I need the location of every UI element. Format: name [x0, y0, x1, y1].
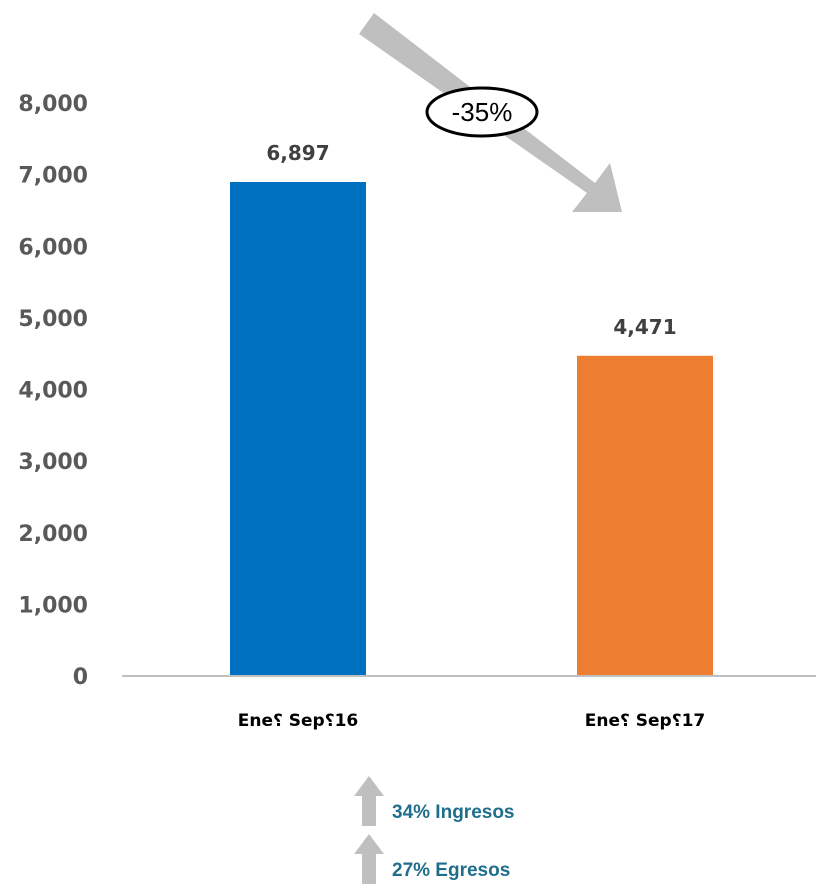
- bar-chart: 0 1,000 2,000 3,000 4,000 5,000 6,000 7,000 8,00…: [18, 13, 816, 731]
- y-tick-label: 0: [73, 665, 88, 690]
- trend-annotation: -35%: [359, 13, 622, 212]
- bars: 6,897 4,471: [230, 141, 713, 676]
- annotation-label: -35%: [452, 97, 513, 127]
- y-tick-label: 4,000: [18, 379, 88, 404]
- note-egresos-text: 27% Egresos: [392, 860, 511, 881]
- notes: 34% Ingresos 27% Egresos: [354, 776, 654, 892]
- note-egresos: 27% Egresos: [354, 834, 654, 892]
- y-tick-label: 6,000: [18, 235, 88, 260]
- up-arrow-icon: [354, 834, 384, 884]
- note-ingresos-text: 34% Ingresos: [392, 802, 515, 823]
- bar: [577, 355, 713, 676]
- note-ingresos: 34% Ingresos: [354, 776, 654, 834]
- y-axis-ticks: 0 1,000 2,000 3,000 4,000 5,000 6,000 7,000 8,00…: [18, 92, 88, 690]
- y-tick-label: 1,000: [18, 593, 88, 618]
- y-tick-label: 5,000: [18, 307, 88, 332]
- up-arrow-icon: [354, 776, 384, 826]
- x-axis-categories: Ene⸮ Sep⸮16 Ene⸮ Sep⸮17: [238, 711, 706, 731]
- x-category-label: Ene⸮ Sep⸮17: [585, 711, 706, 731]
- y-tick-label: 8,000: [18, 92, 88, 117]
- y-tick-label: 7,000: [18, 164, 88, 189]
- data-label: 4,471: [613, 315, 676, 339]
- y-tick-label: 2,000: [18, 522, 88, 547]
- y-tick-label: 3,000: [18, 450, 88, 475]
- data-label: 6,897: [266, 141, 329, 165]
- x-category-label: Ene⸮ Sep⸮16: [238, 711, 359, 731]
- bar: [230, 182, 366, 676]
- annotation-ellipse: [425, 86, 539, 138]
